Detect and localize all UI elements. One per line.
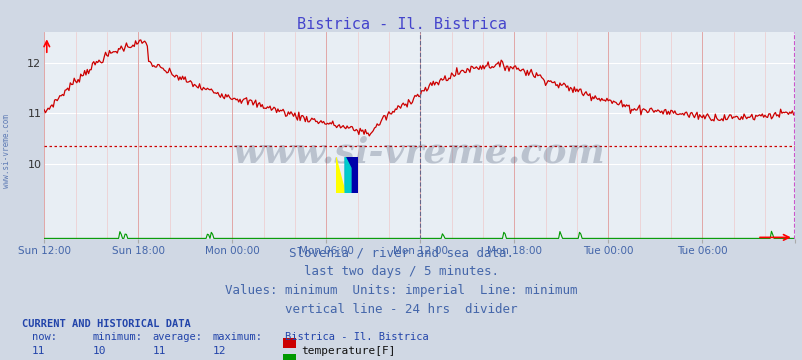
Text: temperature[F]: temperature[F] xyxy=(301,346,395,356)
Text: Slovenia / river and sea data.: Slovenia / river and sea data. xyxy=(289,247,513,260)
Polygon shape xyxy=(335,157,345,193)
Text: CURRENT AND HISTORICAL DATA: CURRENT AND HISTORICAL DATA xyxy=(22,319,191,329)
Polygon shape xyxy=(345,157,350,193)
Text: Bistrica - Il. Bistrica: Bistrica - Il. Bistrica xyxy=(296,17,506,32)
Polygon shape xyxy=(345,157,358,193)
Text: now:: now: xyxy=(32,332,57,342)
Text: minimum:: minimum: xyxy=(92,332,142,342)
Text: Bistrica - Il. Bistrica: Bistrica - Il. Bistrica xyxy=(285,332,428,342)
Text: 10: 10 xyxy=(92,346,106,356)
Text: 11: 11 xyxy=(152,346,166,356)
Text: last two days / 5 minutes.: last two days / 5 minutes. xyxy=(304,265,498,278)
Text: maximum:: maximum: xyxy=(213,332,262,342)
Text: average:: average: xyxy=(152,332,202,342)
Text: 12: 12 xyxy=(213,346,226,356)
Text: vertical line - 24 hrs  divider: vertical line - 24 hrs divider xyxy=(285,303,517,316)
Text: www.si-vreme.com: www.si-vreme.com xyxy=(233,135,606,170)
Text: 11: 11 xyxy=(32,346,46,356)
Text: Values: minimum  Units: imperial  Line: minimum: Values: minimum Units: imperial Line: mi… xyxy=(225,284,577,297)
Text: www.si-vreme.com: www.si-vreme.com xyxy=(2,114,11,188)
